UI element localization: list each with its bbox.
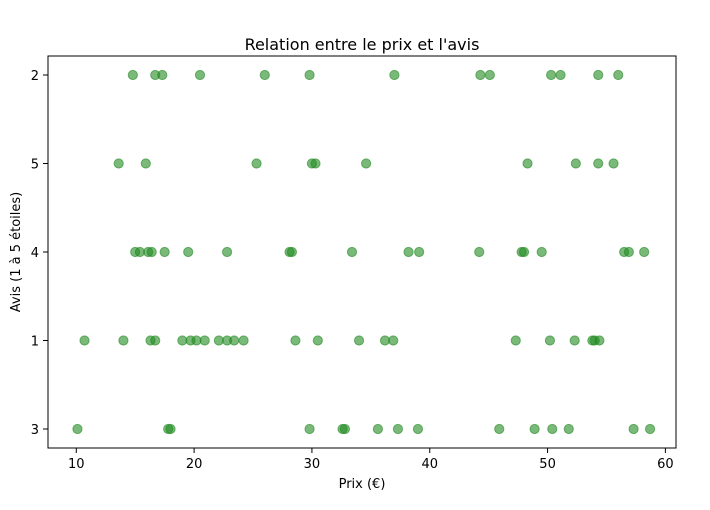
data-point <box>183 246 194 258</box>
data-point <box>546 69 557 81</box>
data-point <box>286 246 297 258</box>
data-point <box>140 158 151 169</box>
data-point <box>494 423 505 435</box>
x-tick-label: 20 <box>186 457 203 472</box>
data-point <box>594 335 605 346</box>
data-point <box>593 158 604 169</box>
x-tick-label: 50 <box>539 457 556 472</box>
data-point <box>127 69 138 81</box>
data-point <box>570 158 581 169</box>
data-point <box>547 423 558 435</box>
data-point <box>118 335 129 346</box>
data-point <box>199 335 210 346</box>
x-tick-label: 40 <box>421 457 438 472</box>
data-point <box>372 423 384 435</box>
data-point <box>518 246 530 258</box>
data-point <box>113 158 124 169</box>
x-tick-label: 30 <box>304 457 321 472</box>
data-point <box>150 335 161 346</box>
data-point <box>310 158 321 169</box>
x-axis: 10 20 30 40 50 60 <box>68 448 674 472</box>
y-axis-label: Avis (1 à 5 étoiles) <box>9 192 24 312</box>
y-axis: 3 1 4 5 2 <box>31 69 48 438</box>
data-point <box>536 246 547 258</box>
data-point <box>475 69 486 81</box>
data-point <box>608 158 619 169</box>
data-point <box>290 335 301 346</box>
data-point <box>304 423 315 435</box>
data-point <box>159 246 170 258</box>
data-point <box>522 158 533 169</box>
data-point <box>484 69 495 81</box>
data-point <box>72 423 83 435</box>
data-point <box>251 158 262 169</box>
data-point <box>304 69 315 81</box>
x-axis-label: Prix (€) <box>339 477 386 492</box>
data-point <box>146 246 157 258</box>
data-point <box>157 69 168 81</box>
data-point <box>613 69 624 81</box>
data-point <box>569 335 580 346</box>
y-tick-label: 3 <box>31 423 39 438</box>
data-point <box>623 246 634 258</box>
data-point <box>361 158 372 169</box>
data-point <box>510 335 521 346</box>
data-point <box>194 69 206 81</box>
data-point <box>639 246 650 258</box>
x-tick-label: 10 <box>68 457 85 472</box>
y-tick-label: 4 <box>31 246 39 261</box>
data-point <box>312 335 323 346</box>
data-point <box>238 335 249 346</box>
data-point <box>165 423 176 435</box>
data-point <box>555 69 566 81</box>
data-point <box>544 335 556 346</box>
y-tick-label: 1 <box>31 335 39 350</box>
data-point <box>388 335 399 346</box>
data-point <box>563 423 574 435</box>
data-points <box>72 69 656 435</box>
data-point <box>353 335 365 346</box>
data-point <box>403 246 414 258</box>
data-point <box>346 246 358 258</box>
data-point <box>593 69 604 81</box>
chart-title: Relation entre le prix et l'avis <box>245 35 480 54</box>
data-point <box>414 246 425 258</box>
y-tick-label: 5 <box>31 158 39 173</box>
data-point <box>412 423 424 435</box>
y-tick-label: 2 <box>31 69 39 84</box>
data-point <box>644 423 656 435</box>
data-point <box>389 69 400 81</box>
x-tick-label: 60 <box>657 457 674 472</box>
data-point <box>474 246 485 258</box>
data-point <box>529 423 540 435</box>
data-point <box>339 423 351 435</box>
data-point <box>79 335 90 346</box>
data-point <box>392 423 404 435</box>
data-point <box>628 423 639 435</box>
data-point <box>259 69 270 81</box>
data-point <box>229 335 240 346</box>
data-point <box>221 246 233 258</box>
